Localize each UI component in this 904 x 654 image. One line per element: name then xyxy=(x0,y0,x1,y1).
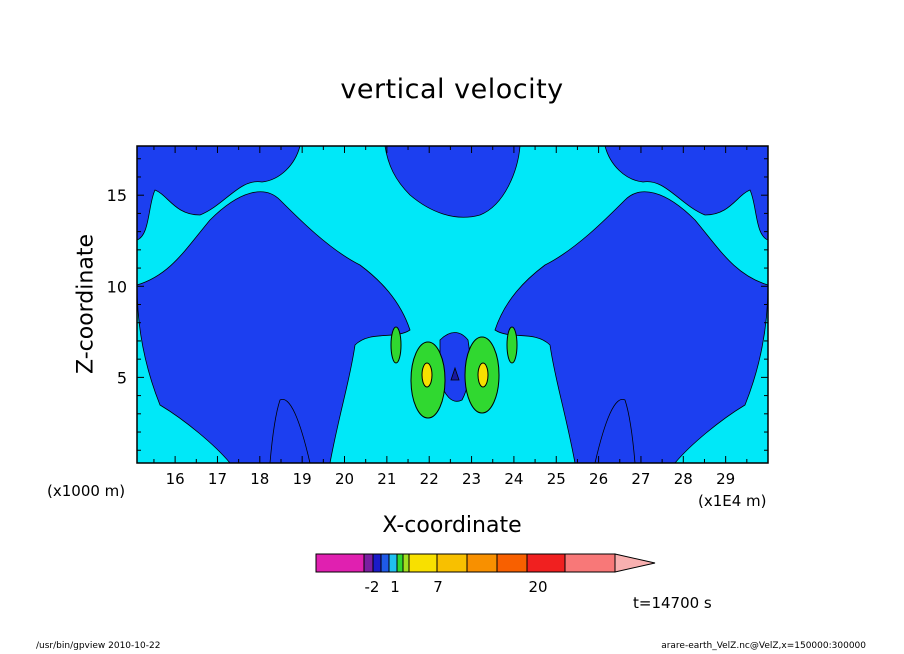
x-tick-label: 25 xyxy=(547,470,566,488)
footer-left: /usr/bin/gpview 2010-10-22 xyxy=(36,641,161,651)
region-negative xyxy=(384,145,521,218)
colorbar-tick-label: 20 xyxy=(528,578,547,596)
region-negative xyxy=(494,191,769,464)
y-tick-label: 10 xyxy=(107,277,127,296)
x-tick-label: 29 xyxy=(716,470,735,488)
colorbar-tick-label: -2 xyxy=(365,578,380,596)
colorbar-segment xyxy=(496,553,528,573)
colorbar-segment xyxy=(380,553,390,573)
x-tick-label: 26 xyxy=(589,470,608,488)
region-strong-positive xyxy=(477,362,489,388)
x-axis-label: X-coordinate xyxy=(382,513,522,538)
colorbar-tick-label: 7 xyxy=(433,578,443,596)
colorbar-segment xyxy=(526,553,566,573)
colorbar-segment xyxy=(372,553,382,573)
y-unit-label: (x1000 m) xyxy=(47,482,126,500)
x-tick-label: 22 xyxy=(420,470,439,488)
footer-right: arare-earth_VelZ.nc@VelZ,x=150000:300000 xyxy=(661,641,866,651)
colorbar-segment xyxy=(402,553,410,573)
x-tick-label: 19 xyxy=(293,470,312,488)
colorbar-segment xyxy=(466,553,498,573)
colorbar-segment xyxy=(315,553,365,573)
x-tick-label: 24 xyxy=(504,470,523,488)
colorbar: -2 1 7 20 xyxy=(315,553,656,596)
colorbar-segment xyxy=(388,553,398,573)
x-tick-label: 20 xyxy=(335,470,354,488)
axes: 16 17 18 19 20 21 22 23 24 25 26 27 28 29 5 10 15 xyxy=(107,145,769,488)
colorbar-segment xyxy=(436,553,468,573)
region-positive xyxy=(506,326,518,364)
region-positive xyxy=(390,326,402,364)
plot-area xyxy=(136,145,769,464)
colorbar-segment xyxy=(396,553,404,573)
x-tick-label: 27 xyxy=(631,470,650,488)
time-label: t=14700 s xyxy=(633,594,712,612)
x-tick-label: 17 xyxy=(208,470,227,488)
region-strong-positive xyxy=(421,362,433,388)
region-negative xyxy=(136,145,301,241)
x-tick-label: 21 xyxy=(377,470,396,488)
colorbar-tick-label: 1 xyxy=(390,578,400,596)
y-axis-label: Z-coordinate xyxy=(73,234,99,374)
x-tick-label: 23 xyxy=(462,470,481,488)
region-negative xyxy=(604,145,769,241)
region-strong-negative xyxy=(450,366,460,381)
x-unit-label: (x1E4 m) xyxy=(698,492,767,510)
colorbar-segment xyxy=(363,553,374,573)
x-tick-label: 28 xyxy=(674,470,693,488)
region-negative xyxy=(136,191,411,464)
y-tick-label: 15 xyxy=(107,186,127,205)
colorbar-segment xyxy=(408,553,438,573)
x-tick-label: 18 xyxy=(250,470,269,488)
y-tick-label: 5 xyxy=(117,368,127,387)
chart-title: vertical velocity xyxy=(340,74,564,105)
x-tick-label: 16 xyxy=(166,470,185,488)
colorbar-extend-arrow xyxy=(614,553,656,573)
colorbar-segment xyxy=(564,553,616,573)
